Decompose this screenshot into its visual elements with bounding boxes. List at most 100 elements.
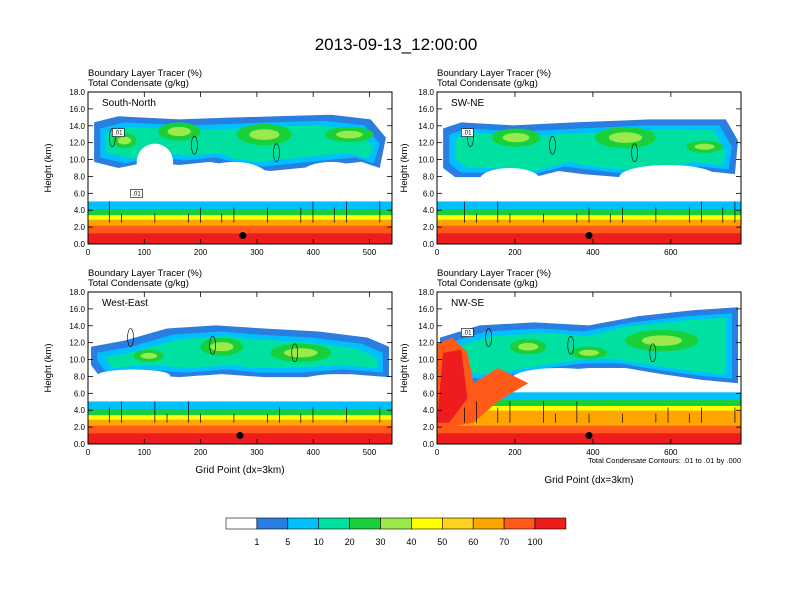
surface-band-max [88, 233, 392, 244]
tracer-core-inner [284, 348, 318, 358]
y-tick-label: 6.0 [423, 189, 435, 198]
contour-note: Total Condensate Contours: .01 to .01 by… [588, 456, 741, 465]
y-tick-label: 2.0 [74, 223, 86, 232]
clear-region [300, 374, 374, 390]
condensate-contour [209, 335, 216, 355]
axes: 0.0 2.0 4.0 6.0 8.0 10.0 12.0 14.0 16.0 18.0 0 200 4… [418, 88, 741, 257]
colorbar-cell [534, 517, 567, 530]
axes: 0.0 2.0 4.0 6.0 8.0 10.0 12.0 14.0 16.0 18.0 0 100 2… [69, 288, 392, 457]
x-tick-label: 100 [138, 248, 152, 257]
colorbar-label: 30 [375, 537, 385, 547]
x-tick-label: 400 [307, 248, 321, 257]
x-tick-label: 200 [508, 248, 522, 257]
y-tick-label: 18.0 [69, 88, 85, 97]
y-tick-label: 8.0 [423, 372, 435, 381]
y-tick-label: 2.0 [74, 423, 86, 432]
clear-region [176, 177, 207, 196]
x-tick-label: 0 [86, 448, 91, 457]
clear-region [97, 369, 171, 382]
contour-label-text: .01 [132, 191, 141, 197]
plot-frame [87, 91, 393, 245]
updraft-core [437, 349, 468, 423]
y-tick-label: 14.0 [418, 122, 434, 131]
clear-region [300, 161, 362, 187]
figure-title: 2013-09-13_12:00:00 [315, 35, 478, 54]
y-tick-label: 12.0 [418, 339, 434, 348]
clear-region [601, 186, 626, 199]
contour-label-box [461, 128, 474, 137]
x-tick-label: 100 [138, 448, 152, 457]
clear-region [197, 161, 271, 199]
y-tick-label: 8.0 [74, 172, 86, 181]
panel-label: West-East [102, 298, 148, 309]
panel-west-east: Boundary Layer Tracer (%) Total Condensa… [43, 268, 393, 476]
y-tick-label: 8.0 [74, 372, 86, 381]
plot-frame [87, 291, 393, 445]
colorbar: 1 5 10 20 30 40 50 60 70 100 [225, 517, 567, 547]
panel-sw-ne: Boundary Layer Tracer (%) Total Condensa… [399, 68, 742, 257]
panel-title-line2: Total Condensate (g/kg) [437, 78, 538, 89]
x-tick-label: 200 [194, 248, 208, 257]
panel-label: South-North [102, 98, 156, 109]
panel-label: NW-SE [451, 298, 484, 309]
contour-label-text: .01 [463, 331, 472, 337]
y-tick-label: 10.0 [69, 156, 85, 165]
y-tick-label: 18.0 [418, 288, 434, 297]
condensate-contour [191, 135, 198, 155]
y-tick-label: 12.0 [69, 339, 85, 348]
plot-area: .01 [437, 92, 741, 244]
y-tick-label: 4.0 [423, 206, 435, 215]
y-tick-label: 8.0 [423, 172, 435, 181]
colorbar-label: 1 [254, 537, 259, 547]
tracer-core-inner [336, 130, 363, 139]
x-tick-label: 300 [250, 448, 264, 457]
colorbar-label: 20 [345, 537, 355, 547]
tracer-core-inner [167, 126, 191, 137]
panel-label: SW-NE [451, 98, 484, 109]
y-tick-label: 6.0 [74, 189, 86, 198]
colorbar-label: 70 [499, 537, 509, 547]
y-tick-label: 4.0 [74, 406, 86, 415]
panel-title-line2: Total Condensate (g/kg) [437, 278, 538, 289]
contour-label-box [461, 328, 474, 337]
colorbar-cell [411, 517, 443, 530]
condensate-contour [127, 328, 134, 347]
tracer-core-inner [518, 342, 539, 351]
contour-label-text: .01 [463, 131, 472, 137]
tracer-core-inner [140, 352, 158, 359]
condensate-contour [567, 335, 575, 355]
y-tick-label: 12.0 [418, 139, 434, 148]
y-tick-label: 2.0 [423, 423, 435, 432]
colorbar-cell [349, 517, 381, 530]
y-tick-label: 2.0 [423, 223, 435, 232]
panel-title-line1: Boundary Layer Tracer (%) [437, 268, 551, 279]
y-axis-label: Height (km) [43, 143, 54, 192]
panel-title-line2: Total Condensate (g/kg) [88, 278, 189, 289]
panel-title-line1: Boundary Layer Tracer (%) [88, 68, 202, 79]
colorbar-cell [442, 517, 474, 530]
axes: 0.0 2.0 4.0 6.0 8.0 10.0 12.0 14.0 16.0 18.0 0 200 4… [418, 288, 741, 457]
tracer-core-inner [502, 133, 530, 143]
plot-frame [436, 291, 742, 445]
x-tick-label: 400 [586, 248, 600, 257]
plot-area [87, 292, 392, 444]
x-tick-label: 0 [435, 448, 440, 457]
plot-frame [436, 91, 742, 245]
location-marker [585, 432, 593, 440]
condensate-contour [273, 143, 280, 163]
clear-region [522, 177, 596, 208]
x-axis-label: Grid Point (dx=3km) [544, 475, 633, 486]
y-tick-label: 16.0 [418, 305, 434, 314]
colorbar-cell [287, 517, 319, 530]
y-tick-label: 10.0 [418, 356, 434, 365]
tracer-core-inner [249, 129, 280, 140]
x-tick-label: 0 [86, 248, 91, 257]
x-tick-label: 400 [586, 448, 600, 457]
y-tick-label: 0.0 [423, 240, 435, 249]
y-tick-label: 12.0 [69, 139, 85, 148]
contour-label: .01 [130, 189, 143, 198]
y-tick-label: 4.0 [423, 406, 435, 415]
panel-nw-se: Boundary Layer Tracer (%) Total Condensa… [399, 268, 742, 486]
y-tick-label: 6.0 [423, 389, 435, 398]
y-tick-label: 16.0 [418, 105, 434, 114]
